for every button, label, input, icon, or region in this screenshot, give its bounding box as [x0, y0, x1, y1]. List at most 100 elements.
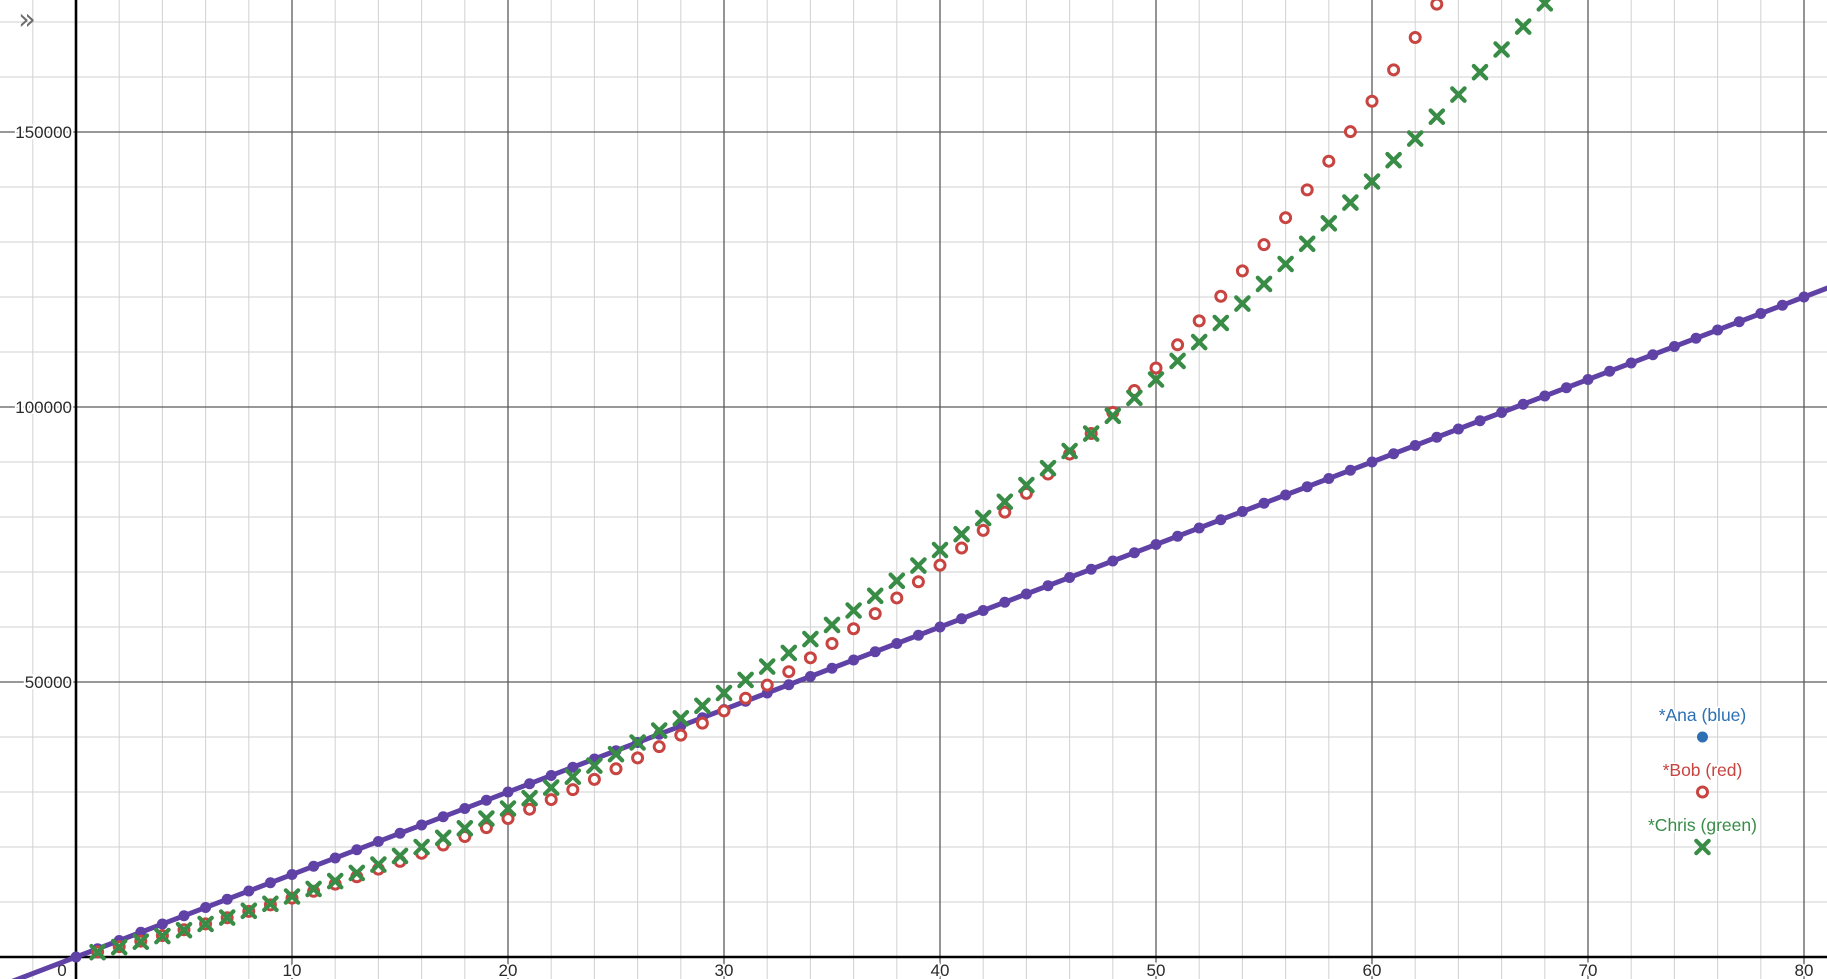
chris-point[interactable] — [391, 847, 409, 865]
chris-point[interactable] — [1234, 295, 1251, 312]
chris-point[interactable] — [499, 800, 517, 817]
chris-point[interactable] — [586, 757, 603, 774]
bob-point[interactable] — [911, 575, 925, 589]
chris-point[interactable] — [305, 880, 322, 898]
chris-point[interactable] — [1277, 255, 1294, 273]
bob-point[interactable] — [1279, 211, 1293, 225]
chris-point[interactable] — [197, 915, 214, 933]
chris-point[interactable] — [413, 838, 430, 856]
open-expression-list-button[interactable]: » — [8, 0, 46, 38]
chris-point[interactable] — [1298, 235, 1316, 253]
chris-point[interactable] — [1061, 442, 1078, 460]
bob-point[interactable] — [501, 812, 515, 826]
ana-point[interactable] — [1733, 316, 1745, 328]
bob-point[interactable] — [631, 751, 645, 765]
chris-point[interactable] — [175, 921, 193, 939]
chris-point[interactable] — [888, 572, 906, 590]
chris-point[interactable] — [1169, 352, 1186, 370]
chris-point[interactable] — [370, 856, 387, 873]
bob-point[interactable] — [998, 505, 1012, 519]
chris-point[interactable] — [262, 895, 279, 913]
ana-point[interactable] — [1107, 555, 1119, 567]
bob-point[interactable] — [717, 704, 731, 718]
ana-point[interactable] — [545, 770, 557, 781]
chris-point[interactable] — [348, 864, 366, 882]
bob-point[interactable] — [825, 637, 839, 651]
chris-point[interactable] — [456, 819, 474, 837]
chris-point[interactable] — [1190, 333, 1208, 351]
ana-point[interactable] — [135, 926, 147, 938]
legend-point[interactable] — [1696, 731, 1708, 743]
ana-point[interactable] — [999, 596, 1011, 608]
chris-point[interactable] — [132, 933, 150, 951]
chris-point[interactable] — [1212, 314, 1230, 332]
chris-point[interactable] — [931, 541, 949, 559]
bob-point[interactable] — [803, 651, 817, 665]
ana-point[interactable] — [1193, 522, 1205, 534]
ana-point[interactable] — [243, 885, 255, 897]
chris-point[interactable] — [607, 745, 625, 763]
ana-point[interactable] — [459, 803, 471, 814]
chris-point[interactable] — [564, 768, 582, 786]
bob-point[interactable] — [523, 802, 537, 816]
chris-point[interactable] — [1363, 173, 1381, 190]
ana-point[interactable] — [912, 629, 924, 641]
bob-point[interactable] — [458, 829, 472, 843]
ana-point[interactable] — [221, 893, 233, 905]
chris-point[interactable] — [521, 789, 538, 807]
bob-point[interactable] — [1192, 314, 1206, 328]
ana-point[interactable] — [1668, 341, 1680, 352]
bob-point[interactable] — [1171, 338, 1185, 352]
ana-point[interactable] — [891, 638, 903, 649]
ana-point[interactable] — [70, 951, 82, 963]
ana-point[interactable] — [502, 786, 514, 798]
legend-point[interactable] — [1695, 785, 1709, 799]
chris-point[interactable] — [1450, 86, 1467, 103]
chris-point[interactable] — [1320, 215, 1338, 232]
bob-point[interactable] — [1343, 125, 1357, 139]
bob-point[interactable] — [739, 691, 753, 705]
bob-point[interactable] — [1430, 0, 1444, 11]
ana-point[interactable] — [1647, 349, 1659, 361]
legend-point[interactable] — [1694, 838, 1711, 856]
ana-point[interactable] — [1539, 390, 1551, 402]
bob-point[interactable] — [1322, 154, 1336, 168]
chris-point[interactable] — [1342, 194, 1359, 211]
chris-point[interactable] — [1536, 0, 1554, 12]
ana-point[interactable] — [178, 910, 190, 922]
bob-point[interactable] — [1235, 264, 1249, 278]
chris-point[interactable] — [629, 734, 646, 751]
chris-point[interactable] — [823, 616, 841, 634]
chris-point[interactable] — [737, 671, 754, 689]
ana-point[interactable] — [1604, 365, 1616, 377]
chris-point[interactable] — [1385, 151, 1402, 169]
ana-point[interactable] — [437, 811, 449, 823]
chris-point[interactable] — [1471, 63, 1489, 81]
ana-point[interactable] — [329, 852, 341, 864]
ana-point[interactable] — [956, 613, 968, 625]
ana-point[interactable] — [1431, 431, 1443, 443]
bob-point[interactable] — [1257, 238, 1271, 252]
ana-point[interactable] — [1776, 299, 1788, 311]
ana-point[interactable] — [1560, 382, 1572, 394]
bob-point[interactable] — [1214, 289, 1228, 303]
ana-point[interactable] — [1042, 580, 1054, 592]
bob-point[interactable] — [1019, 486, 1033, 500]
ana-point[interactable] — [1236, 506, 1248, 517]
chris-point[interactable] — [953, 525, 970, 543]
chris-point[interactable] — [89, 943, 106, 961]
bob-point[interactable] — [933, 558, 947, 572]
chris-point[interactable] — [1493, 41, 1510, 58]
ana-point[interactable] — [1280, 489, 1292, 501]
chris-point[interactable] — [1428, 108, 1446, 126]
ana-point[interactable] — [783, 679, 795, 691]
bob-point[interactable] — [674, 728, 688, 742]
bob-point[interactable] — [544, 793, 558, 807]
ana-point[interactable] — [567, 761, 579, 773]
ana-point[interactable] — [1150, 539, 1162, 550]
ana-point[interactable] — [1258, 497, 1270, 509]
ana-point[interactable] — [1690, 332, 1702, 344]
chris-point[interactable] — [694, 697, 711, 715]
ana-point[interactable] — [1582, 374, 1594, 385]
chris-point[interactable] — [974, 509, 992, 527]
